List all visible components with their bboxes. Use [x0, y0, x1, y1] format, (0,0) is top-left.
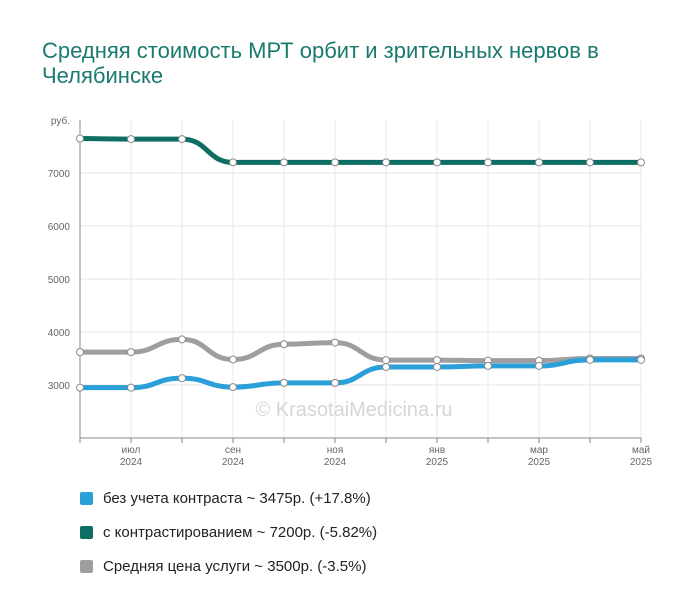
- series-line: [77, 336, 644, 364]
- y-tick-label: 4000: [48, 328, 71, 339]
- series-0: [76, 335, 645, 365]
- data-point: [433, 356, 441, 365]
- x-tick-label-month: июл: [122, 445, 141, 456]
- legend-label: с контрастированием ~ 7200р. (-5.82%): [103, 523, 378, 541]
- data-point: [178, 374, 186, 383]
- data-point: [76, 134, 84, 143]
- data-point: [331, 378, 339, 387]
- data-point: [280, 158, 288, 167]
- series-line: [77, 357, 644, 391]
- x-tick-label-year: 2024: [222, 457, 245, 468]
- series-1: [76, 355, 645, 392]
- legend-item-no-contrast[interactable]: без учета контраста ~ 3475р. (+17.8%): [80, 488, 377, 508]
- y-tick-label: 7000: [48, 169, 71, 180]
- data-point: [484, 158, 492, 167]
- data-point: [637, 355, 645, 364]
- x-tick-label-month: мар: [530, 445, 548, 456]
- data-point: [229, 383, 237, 392]
- chart-plot: 30004000500060007000руб.июл2024сен2024но…: [48, 115, 653, 468]
- y-tick-label: 3000: [48, 381, 71, 392]
- legend: без учета контраста ~ 3475р. (+17.8%) с …: [80, 488, 377, 590]
- series-layer: [76, 134, 645, 392]
- data-point: [535, 158, 543, 167]
- y-tick-label: 6000: [48, 222, 71, 233]
- legend-swatch: [80, 559, 93, 573]
- y-tick-label: 5000: [48, 275, 71, 286]
- legend-swatch: [80, 491, 93, 505]
- x-tick-label-month: ноя: [327, 445, 344, 456]
- legend-label: Средняя цена услуги ~ 3500р. (-3.5%): [103, 557, 367, 575]
- data-point: [229, 158, 237, 167]
- data-point: [127, 135, 135, 144]
- data-point: [637, 158, 645, 167]
- data-point: [76, 348, 84, 357]
- data-point: [535, 361, 543, 370]
- x-tick-label-year: 2025: [426, 457, 449, 468]
- legend-item-with-contrast[interactable]: с контрастированием ~ 7200р. (-5.82%): [80, 522, 377, 542]
- data-point: [382, 158, 390, 167]
- x-tick-label-year: 2024: [324, 457, 347, 468]
- data-point: [433, 158, 441, 167]
- data-point: [331, 158, 339, 167]
- data-point: [229, 355, 237, 364]
- data-point: [586, 158, 594, 167]
- data-point: [586, 355, 594, 364]
- series-2: [76, 134, 645, 167]
- data-point: [178, 135, 186, 144]
- x-tick-label-month: май: [632, 445, 650, 456]
- data-point: [127, 383, 135, 392]
- y-unit-label: руб.: [51, 115, 70, 127]
- x-tick-label-year: 2025: [528, 457, 551, 468]
- x-tick-label-month: янв: [429, 445, 445, 456]
- grid: [79, 120, 642, 438]
- series-line: [77, 136, 644, 165]
- legend-swatch: [80, 525, 93, 539]
- data-point: [76, 383, 84, 392]
- data-point: [280, 340, 288, 349]
- data-point: [433, 362, 441, 371]
- chart-title: Средняя стоимость МРТ орбит и зрительных…: [42, 38, 599, 88]
- x-tick-label-year: 2024: [120, 457, 143, 468]
- legend-item-average[interactable]: Средняя цена услуги ~ 3500р. (-3.5%): [80, 556, 377, 576]
- watermark: © KrasotaiMedicina.ru: [255, 399, 452, 421]
- x-tick-label-month: сен: [225, 445, 241, 456]
- data-point: [484, 361, 492, 370]
- x-tick-label-year: 2025: [630, 457, 653, 468]
- legend-label: без учета контраста ~ 3475р. (+17.8%): [103, 489, 371, 507]
- data-point: [178, 335, 186, 344]
- data-point: [382, 356, 390, 365]
- data-point: [127, 348, 135, 357]
- data-point: [382, 362, 390, 371]
- data-point: [280, 378, 288, 387]
- data-point: [331, 338, 339, 347]
- axes: 30004000500060007000руб.июл2024сен2024но…: [48, 115, 653, 468]
